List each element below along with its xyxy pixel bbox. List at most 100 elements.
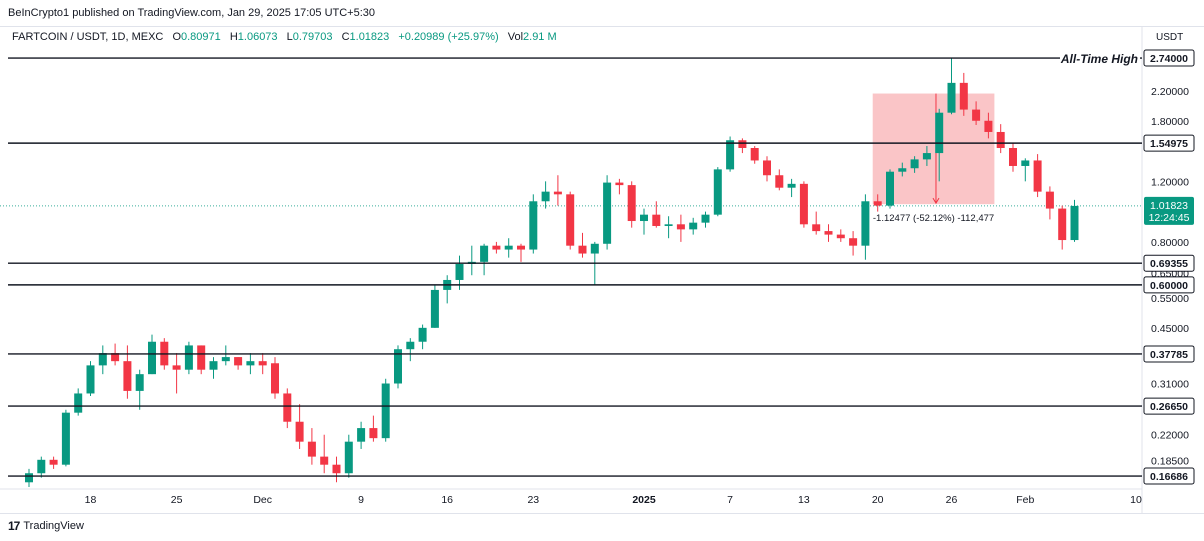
candle <box>873 194 882 212</box>
candle-body <box>566 194 575 246</box>
candle-body <box>640 214 648 222</box>
candle <box>984 112 993 139</box>
y-tick-label: 0.45000 <box>1151 323 1189 335</box>
candle-body <box>799 183 808 225</box>
candle <box>959 72 968 116</box>
candle <box>418 324 427 350</box>
candle <box>369 415 378 442</box>
candle-body <box>49 459 58 465</box>
level-price-tag <box>1143 345 1195 363</box>
candle-body <box>578 245 587 254</box>
measure-label: -1.12477 (-52.12%) -112,477 <box>873 213 994 224</box>
level-price-label: 0.26650 <box>1150 401 1188 413</box>
footer-divider <box>0 513 1204 514</box>
candle <box>234 357 243 370</box>
candle-body <box>197 345 206 370</box>
candle-body <box>898 168 907 172</box>
candle <box>763 156 771 182</box>
candle <box>910 156 919 173</box>
x-tick-label: 2025 <box>632 494 656 506</box>
candle <box>750 146 759 164</box>
candle-body <box>430 289 439 328</box>
measure-arrow-head-icon <box>932 197 940 205</box>
candle <box>799 181 808 228</box>
candle <box>406 338 415 362</box>
candle <box>1021 158 1030 182</box>
level-price-tag <box>1143 49 1195 67</box>
candle <box>258 353 267 375</box>
candle <box>467 245 476 276</box>
candle-body <box>763 160 771 176</box>
candle <box>61 409 70 467</box>
candle <box>135 369 144 410</box>
level-price-tag <box>1143 134 1195 152</box>
candle-body <box>775 175 784 188</box>
candle <box>430 284 439 328</box>
candle-body <box>603 182 612 244</box>
candle-body <box>910 159 919 169</box>
candle-body <box>418 327 427 342</box>
y-tick-label: 2.20000 <box>1151 86 1189 98</box>
level-price-label: 0.60000 <box>1150 280 1188 292</box>
candle-body <box>246 361 255 366</box>
high-value: 1.06073 <box>237 31 278 43</box>
candle-body <box>529 201 538 250</box>
candle <box>775 169 784 191</box>
x-tick-label: 23 <box>527 494 539 506</box>
candle-body <box>98 353 107 366</box>
candle <box>664 216 673 239</box>
x-tick-label: 13 <box>798 494 810 506</box>
candle-body <box>209 361 218 370</box>
candle <box>492 241 501 254</box>
low-value: 0.79703 <box>292 31 333 43</box>
candle <box>898 162 907 177</box>
candle <box>394 345 402 389</box>
candle-body <box>615 182 624 186</box>
candle-body <box>344 441 353 474</box>
candle <box>787 178 796 198</box>
candle <box>504 238 513 258</box>
candle <box>922 146 931 166</box>
candle <box>172 353 181 394</box>
candle-body <box>271 363 279 394</box>
candle <box>1070 199 1079 242</box>
symbol-legend: FARTCOIN / USDT, 1D, MEXC O0.80971 H1.06… <box>12 31 557 43</box>
candle-body <box>787 183 796 188</box>
candle-body <box>935 112 944 154</box>
candle <box>935 108 944 182</box>
published-info: BeInCrypto1 published on TradingView.com… <box>8 7 376 19</box>
candle <box>246 353 255 375</box>
low-label: L <box>286 31 293 43</box>
y-tick-label: 0.80000 <box>1151 237 1189 249</box>
candle-body <box>701 214 710 223</box>
candle <box>627 181 636 228</box>
level-price-label: 1.54975 <box>1150 138 1188 150</box>
y-tick-label: 0.31000 <box>1151 379 1189 391</box>
candle-body <box>234 357 243 366</box>
candle <box>98 345 107 375</box>
symbol-name: FARTCOIN / USDT, 1D, MEXC <box>12 31 164 43</box>
high-label: H <box>229 31 238 43</box>
candle <box>1058 205 1067 250</box>
candle-body <box>652 214 661 226</box>
candle-body <box>984 120 993 132</box>
candle <box>480 243 489 276</box>
candle-body <box>1009 148 1017 166</box>
candle <box>726 136 735 172</box>
candle <box>307 428 316 465</box>
candle <box>553 175 562 206</box>
candle-body <box>849 238 858 246</box>
candle-body <box>959 82 968 110</box>
x-tick-label: 10 <box>1130 494 1142 506</box>
candle-body <box>357 428 366 442</box>
candle <box>221 345 230 366</box>
candle-body <box>738 140 747 149</box>
close-label: C <box>341 31 350 43</box>
volume-label: Vol <box>507 31 524 43</box>
candle <box>443 275 452 304</box>
candle-body <box>320 456 329 465</box>
candle <box>357 421 366 449</box>
candle-body <box>996 131 1005 149</box>
candle-body <box>517 245 525 250</box>
